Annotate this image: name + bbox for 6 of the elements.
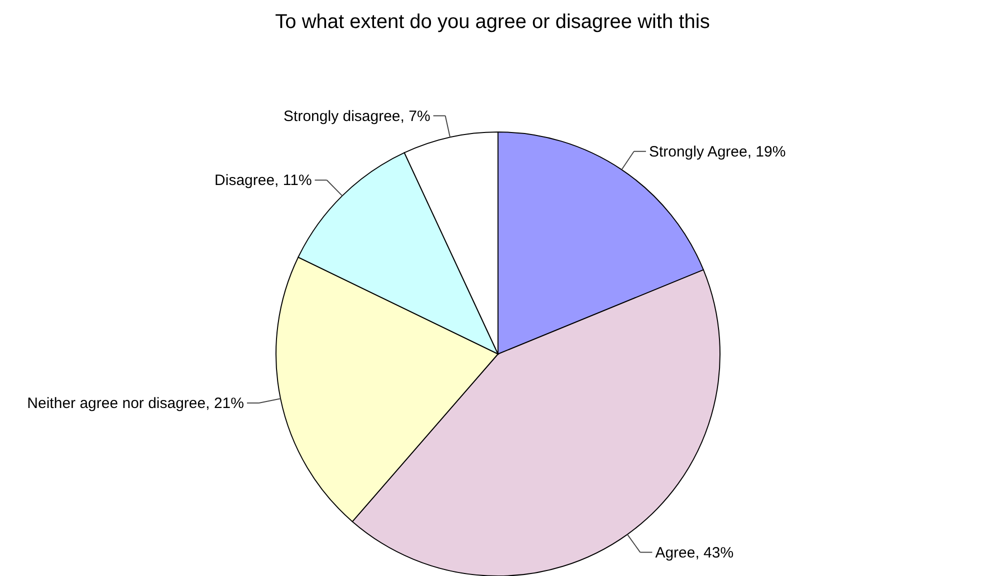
slice-label: Agree, 43%	[655, 544, 734, 562]
slice-label: Neither agree nor disagree, 21%	[27, 394, 244, 412]
slice-label: Strongly disagree, 7%	[284, 108, 430, 125]
chart-title: To what extent do you agree or disagree with this	[275, 11, 710, 33]
slice-label: Strongly Agree, 19%	[648, 143, 786, 160]
slice-label: Disagree, 11%	[214, 172, 312, 190]
